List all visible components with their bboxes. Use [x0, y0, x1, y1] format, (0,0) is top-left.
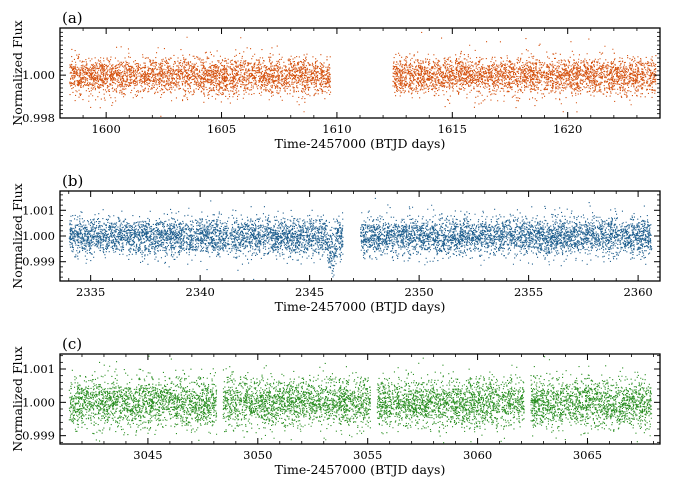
x-tick-label: 2335: [76, 285, 105, 299]
x-tick-label: 3050: [243, 448, 272, 462]
y-axis-title: Normalized Flux: [10, 346, 25, 451]
x-axis-title: Time-2457000 (BTJD days): [275, 136, 446, 151]
panel-3: 3045 3050 3055 3060 3065 0.999 1.000 1.001 Time-…: [10, 335, 661, 477]
y-tick-label: 1.000: [22, 68, 55, 82]
flux-points-panel-3: [68, 355, 653, 444]
y-tick-label: 1.000: [22, 229, 55, 243]
y-tick-label: 1.001: [22, 362, 55, 376]
x-tick-label: 1605: [207, 122, 236, 136]
x-tick-label: 2340: [186, 285, 215, 299]
panel-label: (a): [62, 9, 83, 27]
y-tick-label: 0.998: [22, 111, 55, 125]
panel-2: 2335 2340 2345 2350 2355 2360 0.999 1.000 1.001 T…: [10, 172, 661, 314]
x-tick-label: 1615: [438, 122, 467, 136]
x-tick-label: 1610: [322, 122, 351, 136]
x-tick-label: 3055: [353, 448, 382, 462]
flux-points-panel-1: [69, 31, 657, 117]
axes-frame: [59, 353, 661, 445]
y-tick-label: 1.001: [22, 203, 55, 217]
y-tick-label: 0.999: [22, 255, 55, 269]
y-tick-label: 1.000: [22, 395, 55, 409]
axes-frame: [59, 27, 661, 119]
x-tick-label: 2345: [295, 285, 324, 299]
x-axis-title: Time-2457000 (BTJD days): [275, 299, 446, 314]
x-tick-label: 3045: [133, 448, 162, 462]
y-axis-title: Normalized Flux: [10, 20, 25, 125]
panel-1: 1600 1605 1610 1615 1620 0.998 1.000 Time-24570…: [10, 9, 661, 151]
panel-label: (b): [62, 172, 83, 190]
x-tick-label: 1620: [553, 122, 582, 136]
flux-points-panel-2: [68, 197, 653, 280]
x-axis-title: Time-2457000 (BTJD days): [275, 462, 446, 477]
y-axis-title: Normalized Flux: [10, 183, 25, 288]
x-tick-label: 1600: [92, 122, 121, 136]
x-tick-label: 3060: [463, 448, 492, 462]
x-tick-label: 2355: [514, 285, 543, 299]
y-tick-label: 0.999: [22, 429, 55, 443]
x-tick-label: 2350: [404, 285, 433, 299]
x-tick-label: 2360: [623, 285, 652, 299]
panel-label: (c): [62, 335, 82, 353]
x-tick-label: 3065: [573, 448, 602, 462]
